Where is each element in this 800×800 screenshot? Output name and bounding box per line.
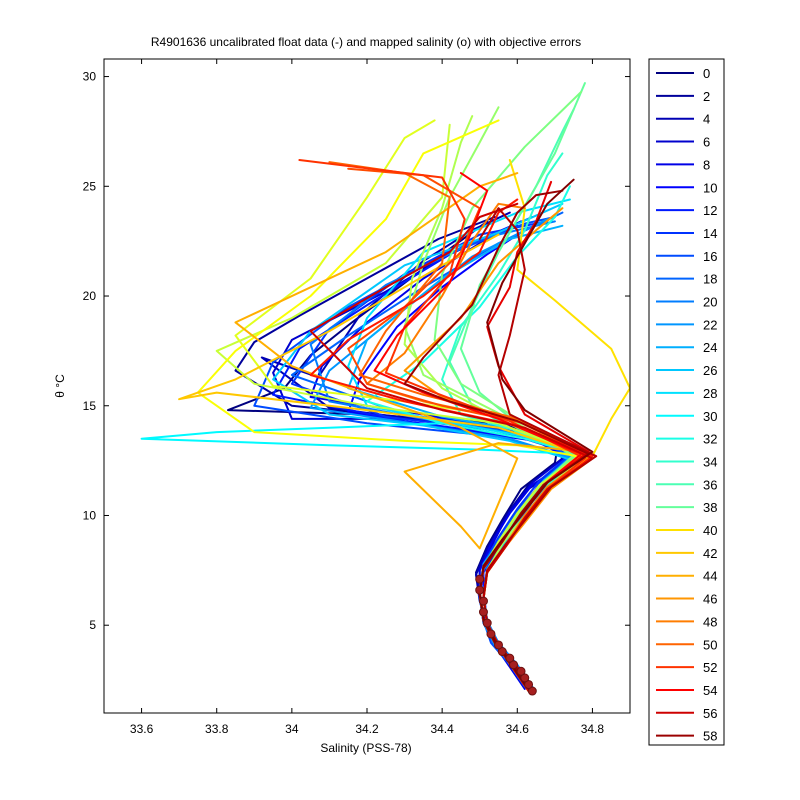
y-tick-label: 25 — [83, 179, 97, 193]
plot-area: 33.6 33.8 34 34.2 34.4 34.6 34.8 5 10 15 20 25 30 — [83, 58, 631, 736]
y-axis-label: θ °C — [53, 374, 67, 398]
legend-label: 26 — [703, 363, 717, 378]
legend-label: 52 — [703, 660, 717, 675]
x-tick-label: 34.4 — [430, 722, 454, 736]
legend-label: 0 — [703, 66, 710, 81]
legend-label: 46 — [703, 592, 717, 607]
chart-title: R4901636 uncalibrated float data (-) and… — [151, 35, 581, 49]
mapped-salinity-point — [475, 585, 485, 595]
mapped-salinity-point — [486, 629, 496, 639]
mapped-salinity-point — [516, 666, 526, 676]
y-tick-label: 20 — [83, 289, 97, 303]
legend-label: 16 — [703, 249, 717, 264]
mapped-salinity-point — [475, 574, 485, 584]
legend-label: 20 — [703, 295, 717, 310]
legend-label: 32 — [703, 432, 717, 447]
mapped-salinity-point — [482, 618, 492, 628]
legend-label: 4 — [703, 112, 710, 127]
legend-label: 14 — [703, 226, 717, 241]
mapped-salinity-point — [505, 653, 515, 663]
legend-label: 56 — [703, 706, 717, 721]
mapped-salinity-point — [497, 647, 507, 657]
x-tick-label: 34.8 — [581, 722, 605, 736]
legend-label: 50 — [703, 637, 717, 652]
x-axis: 33.6 33.8 34 34.2 34.4 34.6 34.8 — [130, 59, 605, 736]
y-tick-label: 10 — [83, 508, 97, 522]
legend-label: 10 — [703, 180, 717, 195]
y-tick-label: 30 — [83, 70, 97, 84]
y-tick-label: 15 — [83, 399, 97, 413]
legend-label: 24 — [703, 340, 717, 355]
mapped-salinity-point — [494, 640, 503, 650]
mapped-salinity-point — [509, 660, 519, 670]
y-axis: 5 10 15 20 25 30 — [83, 70, 630, 632]
legend-label: 6 — [703, 135, 710, 150]
legend-label: 36 — [703, 477, 717, 492]
legend-label: 38 — [703, 500, 717, 515]
y-tick-label: 5 — [89, 618, 96, 632]
x-tick-label: 34 — [285, 722, 299, 736]
x-tick-label: 34.2 — [355, 722, 379, 736]
legend-label: 30 — [703, 409, 717, 424]
legend-frame — [648, 58, 725, 746]
legend-label: 8 — [703, 157, 710, 172]
legend-label: 58 — [703, 729, 717, 744]
legend-label: 22 — [703, 317, 717, 332]
x-tick-label: 33.8 — [205, 722, 229, 736]
x-axis-label: Salinity (PSS-78) — [320, 741, 411, 755]
legend-label: 42 — [703, 546, 717, 561]
mapped-salinity-point — [527, 686, 537, 696]
legend-label: 28 — [703, 386, 717, 401]
legend-label: 12 — [703, 203, 717, 218]
mapped-salinity-point — [524, 679, 534, 689]
legend-label: 2 — [703, 89, 710, 104]
mapped-salinity-point — [478, 607, 488, 617]
mapped-salinity-point — [478, 596, 488, 606]
legend: 0246810121416182022242628303234363840424… — [648, 58, 725, 746]
legend-label: 54 — [703, 683, 717, 698]
legend-label: 48 — [703, 614, 717, 629]
legend-label: 34 — [703, 454, 717, 469]
legend-label: 40 — [703, 523, 717, 538]
mapped-salinity-markers — [475, 574, 537, 696]
legend-label: 44 — [703, 569, 717, 584]
x-tick-label: 33.6 — [130, 722, 154, 736]
x-tick-label: 34.6 — [506, 722, 530, 736]
legend-items: 0246810121416182022242628303234363840424… — [656, 66, 717, 744]
mapped-salinity-point — [520, 673, 530, 683]
legend-label: 18 — [703, 272, 717, 287]
